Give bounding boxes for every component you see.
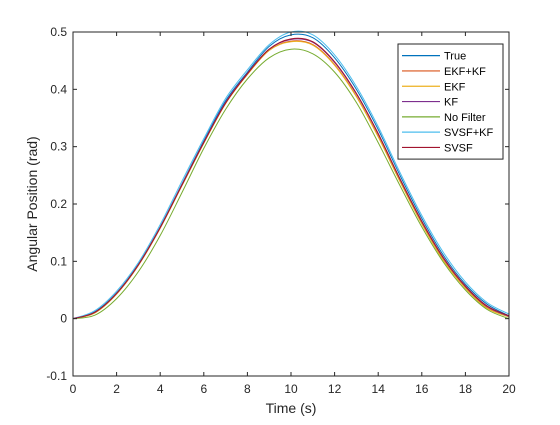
x-tick-label: 18 <box>459 382 473 396</box>
x-axis-label: Time (s) <box>266 400 317 416</box>
legend-entry-label: No Filter <box>444 112 486 124</box>
y-tick-label: 0.3 <box>50 140 67 154</box>
x-tick-label: 4 <box>157 382 164 396</box>
x-tick-label: 8 <box>244 382 251 396</box>
y-tick-label: 0.1 <box>50 254 67 268</box>
y-tick-label: 0 <box>60 312 67 326</box>
x-tick-label: 16 <box>415 382 429 396</box>
y-tick-label: -0.1 <box>46 369 67 383</box>
x-tick-label: 10 <box>284 382 298 396</box>
y-tick-label: 0.4 <box>50 82 67 96</box>
legend-entry-label: KF <box>444 97 458 109</box>
legend: True EKF+KF EKF KF No Filter SVSF+KF SVSF <box>397 43 504 160</box>
legend-entry-label: True <box>444 51 466 63</box>
legend-entry-label: EKF <box>444 81 466 93</box>
x-tick-label: 12 <box>328 382 342 396</box>
series-line-6 <box>72 37 510 320</box>
y-axis-label: Angular Position (rad) <box>24 136 40 271</box>
x-tick-label: 0 <box>70 382 77 396</box>
x-tick-label: 20 <box>502 382 516 396</box>
x-tick-label: 6 <box>200 382 207 396</box>
legend-entry-label: SVSF <box>444 142 473 154</box>
tick-layer: 0 2 4 6 8 10 12 14 16 18 20-0.100.10.20.30.40.5 <box>46 25 516 396</box>
x-tick-label: 2 <box>113 382 120 396</box>
y-tick-label: 0.5 <box>50 25 67 39</box>
legend-entry-label: EKF+KF <box>444 66 486 78</box>
x-tick-label: 14 <box>372 382 386 396</box>
y-tick-label: 0.2 <box>50 197 67 211</box>
series-line-4 <box>72 48 510 320</box>
legend-entry-label: SVSF+KF <box>444 127 493 139</box>
